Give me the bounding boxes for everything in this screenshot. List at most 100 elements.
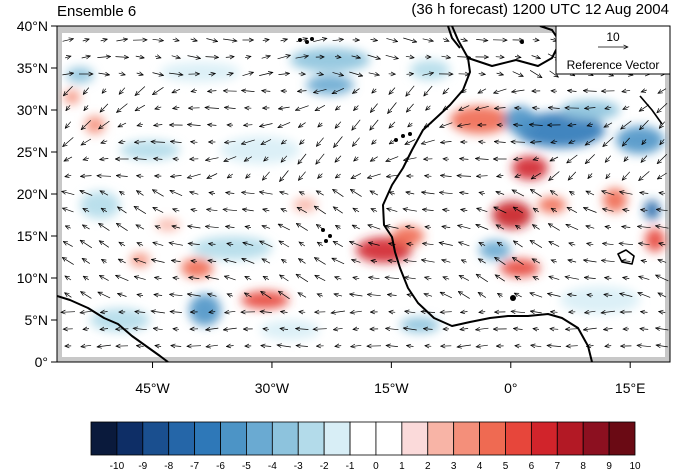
wind-vector-arrow [62, 39, 74, 42]
wind-vector-arrow [171, 260, 181, 261]
wind-vector-arrow [513, 329, 523, 330]
wind-vector-arrow [296, 329, 309, 330]
wind-vector-arrow [550, 156, 559, 161]
longitude-tick-label: 45°W [135, 380, 170, 396]
colorbar-swatch [530, 421, 558, 456]
wind-vector-arrow [242, 209, 254, 211]
wind-vector-arrow [350, 189, 362, 197]
wind-vector-arrow [406, 74, 414, 75]
wind-vector-arrow [605, 155, 612, 163]
wind-vector-arrow [442, 226, 451, 227]
wind-vector-arrow [513, 241, 523, 248]
canary-island [408, 132, 412, 136]
wind-vector-arrow [260, 241, 273, 248]
wind-vector-arrow [298, 153, 307, 164]
wind-vector-arrow [82, 39, 89, 41]
wind-vector-arrow [424, 294, 433, 297]
colorbar-swatch [505, 421, 532, 456]
wind-vector-arrow [512, 71, 524, 77]
reference-vector-magnitude: 10 [606, 30, 620, 44]
figure-left-title: Ensemble 6 [57, 3, 136, 20]
wind-vector-arrow [370, 156, 378, 162]
wind-vector-arrow [405, 311, 416, 313]
wind-vector-arrow [640, 120, 649, 129]
wind-vector-arrow [116, 39, 127, 41]
wind-vector-arrow [389, 312, 396, 313]
anomaly-shade-region [130, 253, 150, 267]
wind-vector-arrow [318, 173, 323, 179]
red-sea-coast [639, 95, 663, 125]
wind-vector-arrow [298, 122, 306, 128]
wind-vector-arrow [281, 155, 288, 162]
wind-vector-arrow [439, 243, 453, 246]
wind-vector-arrow [133, 159, 147, 160]
wind-vector-arrow [263, 329, 270, 330]
anomaly-shade-region [306, 75, 354, 95]
wind-vector-arrow [83, 329, 90, 330]
wind-vector-arrow [115, 57, 129, 58]
wind-vector-arrow [367, 294, 381, 295]
wind-vector-arrow [514, 293, 522, 298]
wind-vector-arrow [566, 224, 579, 231]
wind-vector-arrow [81, 120, 92, 129]
anomaly-shade-region [492, 201, 532, 229]
wind-vector-arrow [658, 88, 667, 94]
wind-vector-arrow [191, 90, 197, 91]
colorbar-swatch [479, 421, 506, 456]
wind-vector-arrow [170, 141, 182, 142]
wind-vector-arrow [443, 210, 450, 211]
inland-water-lake-chad [617, 249, 635, 265]
wind-vector-arrow [389, 192, 395, 194]
wind-vector-arrow [137, 243, 144, 246]
wind-vector-arrow [278, 291, 290, 300]
wind-vector-arrow [65, 121, 72, 129]
wind-vector-arrow [479, 242, 486, 245]
wind-vector-arrow [549, 171, 560, 181]
anomaly-shade-region [220, 136, 300, 164]
wind-vector-arrow [495, 257, 506, 265]
colorbar-swatch [453, 421, 480, 456]
anomaly-shade-region [241, 291, 289, 309]
wind-vector-arrow [225, 141, 236, 142]
wind-vector-arrow [496, 192, 505, 195]
wind-vector-arrow [173, 107, 180, 108]
wind-vector-arrow [349, 71, 362, 76]
anomaly-shading [64, 48, 665, 340]
wind-vector-arrow [386, 38, 397, 41]
anomaly-shade-region [450, 106, 510, 134]
wind-vector-arrow [263, 276, 269, 279]
wind-vector-arrow [604, 294, 613, 295]
colorbar-tick-label: 5 [503, 461, 509, 471]
wind-vector-arrow [335, 106, 341, 110]
wind-vector-arrow [642, 139, 646, 144]
wind-vector-arrow [187, 346, 202, 347]
wind-vector-arrow [100, 329, 109, 330]
wind-vector-arrow [570, 191, 575, 194]
colorbar-tick-label: 0 [373, 461, 379, 471]
wind-vector-arrow [295, 105, 309, 111]
wind-vector-arrow [245, 56, 251, 57]
wind-vector-arrow [443, 277, 450, 279]
wind-vector-arrow [405, 139, 416, 145]
reference-vector-box [555, 25, 671, 75]
wind-vector-arrow [406, 103, 414, 112]
colorbar-swatch [401, 421, 429, 456]
wind-vector-arrow [332, 72, 344, 75]
wind-vector-arrow [497, 242, 503, 246]
wind-vector-arrow [281, 140, 287, 144]
map-plot-area [57, 26, 670, 362]
anomaly-shade-region [160, 62, 240, 82]
wind-vector-arrow [208, 91, 217, 92]
wind-vector-arrow [548, 294, 561, 297]
wind-vector-arrow [134, 142, 146, 143]
wind-vector-arrow [245, 276, 252, 279]
wind-vector-arrow [587, 243, 594, 244]
longitude-tick-label: 15°E [615, 380, 646, 396]
wind-vector-arrow [333, 189, 344, 197]
wind-vector-arrow [479, 142, 486, 143]
latitude-tick-label: 0° [35, 354, 48, 370]
wind-vector-arrow [369, 277, 380, 278]
colorbar-tick-label: 2 [425, 461, 431, 471]
wind-vector-arrow [568, 294, 577, 295]
colorbar-tick-label: -10 [110, 461, 125, 471]
